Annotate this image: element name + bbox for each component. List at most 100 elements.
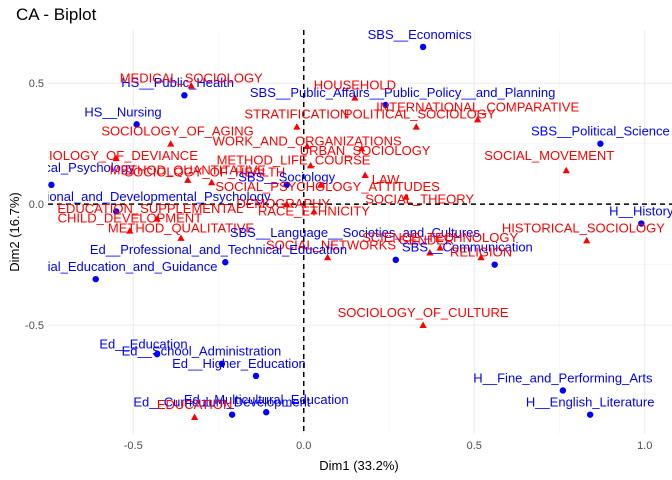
- point-label: SOCIAL_THEORY: [365, 191, 474, 206]
- point-label: SBS__Economics: [368, 27, 473, 42]
- point-label: RACE_ETHNICITY: [258, 203, 370, 218]
- point-row: [208, 178, 216, 186]
- point-label: SBS__Public_Affairs__Public_Policy__and_…: [250, 85, 555, 100]
- point-row: [351, 94, 359, 101]
- point-label: INTERNATIONAL_COMPARATIVE: [376, 99, 579, 114]
- point-row: [402, 193, 410, 200]
- y-tick-label: 0.0: [29, 199, 44, 211]
- point-column: [559, 387, 567, 394]
- point-label: HS__Nursing: [84, 104, 161, 119]
- point-label: Ed__Clinical_Psychology: [0, 160, 135, 175]
- point-label: Ed__Higher_Education: [172, 356, 306, 371]
- point-label: Ed__Professional_and_Technical_Education: [90, 242, 347, 257]
- point-row: [310, 207, 318, 215]
- point-label: POLITICAL_SOCIOLOGY: [344, 107, 496, 122]
- point-label: Ed__Curriculum_Development: [133, 395, 310, 410]
- point-column: [252, 372, 260, 380]
- point-row: [477, 253, 485, 261]
- point-label: SCIENCE_TECHNOLOGY: [362, 230, 518, 245]
- x-tick-label: 1.0: [637, 440, 652, 452]
- point-row: [436, 244, 444, 251]
- point-label: SOCIOLOGY_OF_DEVIANCE: [21, 148, 198, 163]
- point-column: [392, 256, 400, 264]
- point-row: [126, 227, 134, 234]
- point-label: RELIGION: [450, 245, 512, 260]
- point-row: [583, 236, 591, 244]
- point-label: METHOD_QUALITATIVE: [108, 220, 254, 235]
- point-label: LAW: [372, 172, 400, 187]
- point-label: H__History: [609, 203, 672, 218]
- point-column: [597, 140, 604, 147]
- point-label: WORK_AND_ORGANIZATIONS: [213, 133, 402, 148]
- point-label: CHILD_DEVELOPMENT: [58, 211, 203, 226]
- data-points: [48, 43, 645, 420]
- point-label: SBS__Language__Societies_and_Cultures: [230, 225, 481, 240]
- point-label: SOCIOLOGY_OF_HEALTH: [124, 165, 285, 180]
- point-column: [92, 275, 99, 283]
- point-column: [586, 411, 594, 418]
- point-row: [191, 413, 199, 420]
- point-label: MEDICAL_SOCIOLOGY: [120, 70, 263, 85]
- point-row: [358, 144, 366, 152]
- point-label: METHOD_LIFE_COURSE: [217, 153, 371, 168]
- point-row: [187, 82, 195, 89]
- point-label: SOCIAL_NETWORKS: [266, 237, 396, 252]
- point-row: [361, 171, 369, 179]
- point-label: HS__Public_Health: [121, 75, 234, 90]
- point-label: SOCIOLOGY_OF_CULTURE: [338, 305, 509, 320]
- point-label: Ed__Education: [99, 336, 187, 351]
- point-label: HOUSEHOLD: [314, 78, 396, 93]
- point-row: [426, 248, 434, 256]
- point-label: Ed__Multicultural_Education: [184, 392, 349, 407]
- point-row: [153, 215, 161, 222]
- point-label: EDUCATION_SUPPLEMENTAL: [57, 201, 243, 216]
- point-label: HISTORICAL_SOCIOLOGY: [502, 220, 665, 235]
- point-column: [638, 220, 645, 227]
- point-column: [181, 92, 188, 99]
- point-row: [177, 234, 185, 241]
- x-tick-label: -0.5: [124, 440, 143, 452]
- point-row: [317, 181, 325, 188]
- point-column: [48, 181, 55, 189]
- point-row: [283, 200, 291, 208]
- point-row: [474, 115, 482, 123]
- point-label: STRATIFICATION: [244, 107, 349, 122]
- point-column: [283, 181, 290, 189]
- point-column: [222, 259, 229, 266]
- point-label: SBS__Political_Science: [531, 124, 670, 139]
- axis-ticks: -0.5 0.0 0.5 1.0 -0.5 0.0 0.5: [25, 78, 652, 452]
- point-row: [167, 140, 175, 147]
- point-row: [293, 123, 301, 130]
- point-label: SOCIAL_PSYCHOLOGY_ATTITUDES: [215, 179, 440, 194]
- point-column: [419, 43, 427, 51]
- point-column: [153, 350, 161, 358]
- x-tick-label: 0.0: [296, 440, 311, 452]
- point-row: [412, 123, 420, 130]
- point-label: H__Fine_and_Performing_Arts: [473, 370, 653, 385]
- point-label: H__English_Literature: [526, 395, 655, 410]
- point-label: METHOD_QUANTITATIVE: [110, 162, 267, 177]
- point-row: [303, 142, 311, 149]
- point-label: Ed__School_Administration: [122, 344, 282, 359]
- point-label: SBS__Communication: [402, 240, 533, 255]
- point-label: EDUCATION: [157, 397, 233, 412]
- point-column: [382, 101, 389, 109]
- x-axis-title: Dim1 (33.2%): [319, 458, 398, 473]
- point-label: Ed__Special_Education_and_Guidance: [0, 259, 217, 274]
- point-column: [491, 261, 498, 268]
- point-row: [306, 161, 315, 169]
- point-column: [228, 411, 236, 418]
- reference-lines: [48, 30, 672, 434]
- point-column: [133, 121, 140, 128]
- y-tick-label: 0.5: [29, 78, 44, 90]
- y-tick-label: -0.5: [25, 320, 44, 332]
- point-column: [112, 208, 120, 215]
- point-column: [218, 360, 226, 368]
- x-tick-label: 0.5: [467, 440, 482, 452]
- point-labels: SBS__Economics SBS__Public_Affairs__Publi…: [0, 27, 672, 412]
- point-row: [419, 321, 427, 329]
- point-column: [263, 409, 270, 416]
- point-label: SOCIAL_MOVEMENT: [484, 148, 614, 163]
- point-label: SOCIOLOGY_OF_AGING: [101, 124, 253, 139]
